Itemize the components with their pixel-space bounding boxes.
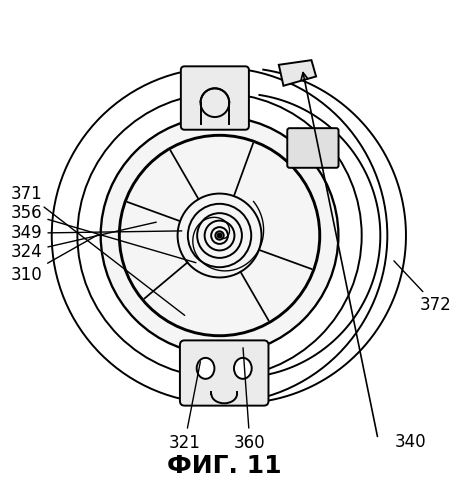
- Text: 372: 372: [394, 261, 452, 314]
- Text: 340: 340: [394, 433, 426, 451]
- Text: 324: 324: [11, 222, 156, 261]
- Circle shape: [217, 233, 222, 238]
- Text: 371: 371: [11, 185, 185, 315]
- Text: 356: 356: [11, 204, 196, 262]
- Text: 349: 349: [11, 224, 182, 242]
- Ellipse shape: [197, 358, 214, 379]
- FancyBboxPatch shape: [287, 128, 338, 168]
- Polygon shape: [279, 60, 316, 86]
- Text: ФИГ. 11: ФИГ. 11: [167, 454, 282, 478]
- Text: 321: 321: [169, 362, 201, 452]
- FancyBboxPatch shape: [181, 66, 249, 130]
- FancyBboxPatch shape: [180, 340, 268, 406]
- Circle shape: [100, 117, 338, 354]
- Text: 360: 360: [234, 348, 265, 452]
- Text: 310: 310: [11, 235, 98, 284]
- Ellipse shape: [234, 358, 252, 379]
